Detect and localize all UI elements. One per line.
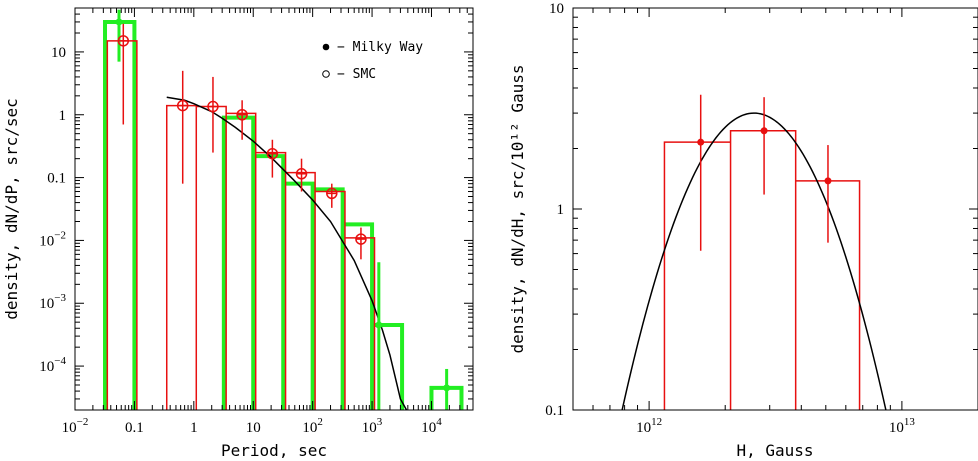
period-x-tick-label: 1 [190, 420, 198, 436]
period-plot-frame [74, 7, 474, 411]
legend-marker-milky-way [322, 43, 330, 51]
field-density-panel: 1012 1013 0.1 1 10 H, Gauss density, dN/dH, … [508, 1, 978, 460]
field-plot-frame [572, 7, 978, 411]
field-plot-area [621, 94, 887, 410]
field-y-tick-label: 10 [549, 1, 564, 17]
period-y-tick-label: 1 [59, 108, 67, 124]
period-y-tick-label: 10−4 [39, 355, 66, 375]
field-tick-labels: 1012 1013 0.1 1 10 [545, 1, 915, 436]
period-point-milky-way [443, 384, 451, 392]
period-point-milky-way [375, 321, 383, 329]
period-density-panel: 10−2 0.1 1 10 102 103 104 10−4 10−3 10−2 0.1 1 10 Pe… [2, 7, 474, 460]
legend-label-milky-way: − Milky Way [337, 40, 423, 55]
period-y-axis-label: density, dN/dP, src/sec [2, 98, 21, 320]
period-x-axis-label: Period, sec [221, 441, 327, 460]
field-y-tick-label: 0.1 [545, 403, 564, 419]
period-x-tick-label: 104 [421, 416, 442, 436]
legend-label-smc: − SMC [337, 67, 376, 82]
field-point-series [824, 177, 832, 185]
field-point-series [697, 138, 705, 146]
field-fit-curve [621, 112, 887, 410]
period-fit-curve [166, 96, 408, 410]
period-x-tick-label: 10−2 [62, 416, 89, 436]
period-y-tick-label: 10 [51, 45, 66, 61]
legend: − Milky Way − SMC [322, 40, 423, 82]
period-histogram-milky-way [103, 19, 464, 410]
field-x-tick-label: 1013 [889, 416, 916, 436]
period-point-milky-way [115, 18, 123, 26]
period-y-tick-label: 10−3 [39, 292, 66, 312]
period-x-tick-label: 10 [246, 420, 261, 436]
period-tick-labels: 10−2 0.1 1 10 102 103 104 10−4 10−3 10−2 0.1 1 10 [39, 45, 442, 436]
field-y-tick-label: 1 [557, 202, 565, 218]
period-y-tick-label: 0.1 [47, 171, 66, 187]
period-plot-area [103, 9, 464, 410]
field-axis-ticks [572, 7, 978, 411]
field-histogram-series [663, 130, 861, 410]
period-x-tick-label: 103 [362, 416, 383, 436]
field-point-series [760, 127, 768, 135]
period-y-tick-label: 10−2 [39, 229, 66, 249]
period-histogram-smc [106, 40, 376, 410]
field-x-tick-label: 1012 [636, 416, 662, 436]
period-x-tick-label: 102 [302, 416, 323, 436]
field-y-axis-label: density, dN/dH, src/10¹² Gauss [508, 65, 527, 354]
period-axis-ticks [74, 7, 474, 411]
period-x-tick-label: 0.1 [125, 420, 144, 436]
field-x-axis-label: H, Gauss [736, 441, 813, 460]
legend-marker-smc [322, 70, 330, 78]
